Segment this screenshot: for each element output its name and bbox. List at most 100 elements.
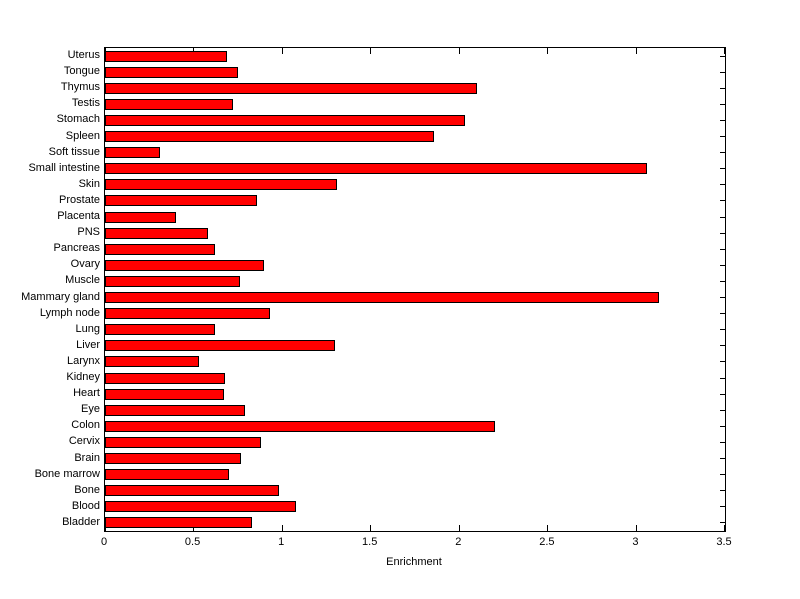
x-tick-bottom — [547, 525, 549, 531]
bar-ovary — [105, 259, 265, 271]
y-tick-label-spleen: Spleen — [65, 129, 100, 142]
x-tick-bottom — [724, 525, 725, 531]
y-tick-right — [720, 297, 725, 299]
y-tick-label-uterus: Uterus — [67, 49, 100, 62]
y-tick-label-small-intestine: Small intestine — [28, 161, 100, 174]
bar-mammary-gland — [105, 292, 660, 304]
y-tick-right — [720, 184, 725, 186]
bar-lymph-node — [105, 308, 270, 320]
y-tick-right — [720, 458, 725, 460]
y-tick-right — [720, 152, 725, 154]
y-tick-label-bladder: Bladder — [62, 515, 100, 528]
y-tick-right — [720, 329, 725, 331]
y-tick-right — [720, 345, 725, 347]
x-tick-top — [281, 48, 283, 54]
x-tick-label-3: 3 — [632, 536, 639, 548]
y-tick-label-tongue: Tongue — [63, 65, 100, 78]
y-tick-label-lymph-node: Lymph node — [39, 306, 100, 319]
y-tick-label-lung: Lung — [75, 322, 100, 335]
y-tick-right — [720, 393, 725, 395]
x-tick-top — [547, 48, 549, 54]
x-tick-bottom — [635, 525, 637, 531]
x-axis-title: Enrichment — [386, 556, 442, 568]
bar-brain — [105, 453, 242, 465]
bar-small-intestine — [105, 163, 648, 175]
y-tick-right — [720, 506, 725, 508]
x-tick-label-0: 0 — [100, 536, 108, 548]
y-tick-right — [720, 377, 725, 379]
y-tick-right — [720, 441, 725, 443]
x-tick-bottom — [458, 525, 460, 531]
bar-larynx — [105, 356, 199, 368]
y-tick-label-mammary-gland: Mammary gland — [21, 290, 100, 303]
x-tick-label-1: 1 — [278, 536, 285, 548]
y-tick-label-pancreas: Pancreas — [53, 242, 100, 255]
x-tick-bottom — [370, 525, 372, 531]
bar-blood — [105, 501, 297, 513]
y-tick-label-cervix: Cervix — [68, 435, 100, 448]
bar-testis — [105, 98, 233, 110]
x-tick-label-1-5: 1.5 — [362, 536, 378, 548]
y-tick-right — [720, 216, 725, 218]
y-tick-right — [720, 168, 725, 170]
bar-kidney — [105, 372, 226, 384]
y-tick-label-placenta: Placenta — [57, 210, 100, 223]
y-tick-label-eye: Eye — [81, 403, 100, 416]
bar-pns — [105, 227, 208, 239]
bar-uterus — [105, 50, 228, 62]
y-tick-right — [720, 522, 725, 524]
y-tick-right — [720, 103, 725, 105]
y-tick-label-ovary: Ovary — [70, 258, 100, 271]
bar-prostate — [105, 195, 258, 207]
y-tick-right — [720, 280, 725, 282]
y-tick-right — [720, 474, 725, 476]
bar-lung — [105, 324, 215, 336]
x-tick-label-2: 2 — [455, 536, 462, 548]
y-tick-right — [720, 55, 725, 57]
y-tick-right — [720, 425, 725, 427]
bar-cervix — [105, 436, 261, 448]
bar-placenta — [105, 211, 176, 223]
bar-stomach — [105, 114, 465, 126]
y-tick-right — [720, 71, 725, 73]
x-tick-top — [724, 48, 725, 54]
bar-eye — [105, 404, 245, 416]
bar-bone-marrow — [105, 469, 229, 481]
y-tick-right — [720, 87, 725, 89]
y-tick-right — [720, 200, 725, 202]
bar-spleen — [105, 131, 435, 143]
plot-area — [104, 47, 726, 532]
y-tick-label-larynx: Larynx — [66, 354, 100, 367]
bar-skin — [105, 179, 338, 191]
bar-bladder — [105, 517, 253, 529]
y-tick-right — [720, 264, 725, 266]
y-tick-label-liver: Liver — [76, 338, 100, 351]
bar-tongue — [105, 66, 238, 78]
bar-heart — [105, 388, 224, 400]
y-tick-label-skin: Skin — [78, 177, 100, 190]
x-tick-top — [370, 48, 372, 54]
x-tick-label-3-5: 3.5 — [716, 536, 732, 548]
y-tick-label-bone: Bone — [74, 483, 100, 496]
x-tick-bottom — [281, 525, 283, 531]
bar-pancreas — [105, 243, 215, 255]
bar-soft-tissue — [105, 147, 160, 159]
y-tick-right — [720, 409, 725, 411]
x-tick-label-0-5: 0.5 — [184, 536, 201, 548]
y-tick-label-prostate: Prostate — [59, 193, 100, 206]
y-tick-label-heart: Heart — [73, 387, 100, 400]
x-tick-label-2-5: 2.5 — [539, 536, 555, 548]
x-tick-top — [635, 48, 637, 54]
y-tick-right — [720, 119, 725, 121]
y-tick-label-bone-marrow: Bone marrow — [34, 467, 100, 480]
y-tick-label-testis: Testis — [71, 97, 100, 110]
y-tick-label-kidney: Kidney — [66, 371, 100, 384]
y-tick-label-stomach: Stomach — [56, 113, 100, 126]
y-tick-right — [720, 232, 725, 234]
bar-bone — [105, 485, 279, 497]
y-tick-right — [720, 361, 725, 363]
y-tick-label-pns: PNS — [77, 226, 100, 239]
y-tick-label-blood: Blood — [71, 499, 100, 512]
y-tick-label-thymus: Thymus — [60, 81, 100, 94]
